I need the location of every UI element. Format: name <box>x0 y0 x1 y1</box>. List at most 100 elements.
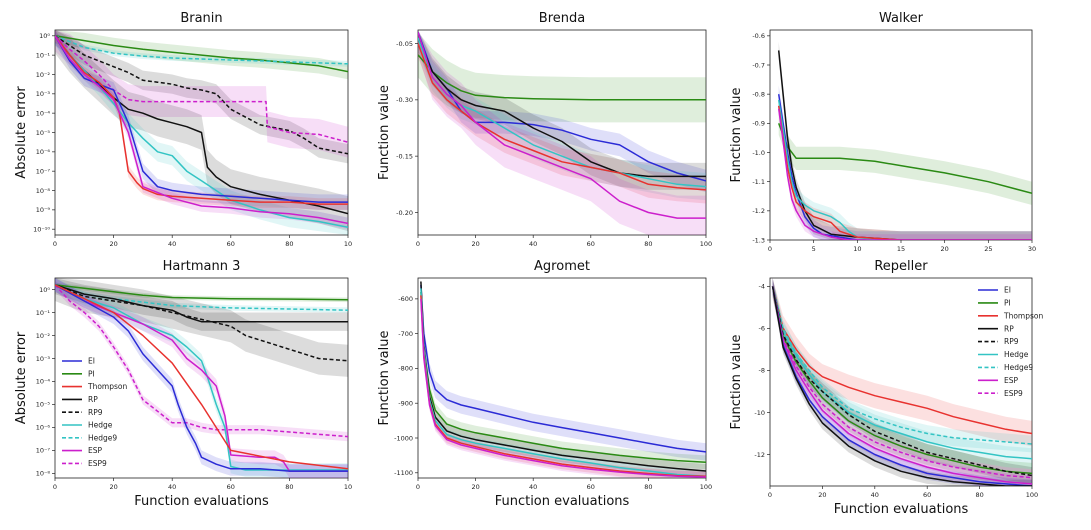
hartmann-ytick-label: 10⁰ <box>39 286 50 294</box>
legend-label-ei: EI <box>88 357 95 366</box>
legend-label-rp: RP <box>1004 324 1014 333</box>
branin-line-esp <box>55 35 348 225</box>
hartmann-series-group <box>55 278 348 478</box>
walker-line-pi <box>777 123 1032 195</box>
repeller-series-group <box>771 278 1032 486</box>
walker-xtick-label: 30 <box>1028 245 1036 253</box>
branin-ytick-label: 10⁻⁶ <box>36 148 51 156</box>
agromet-ytick-label: -1100 <box>394 469 413 477</box>
branin-line-hedge <box>55 35 348 229</box>
walker-band-esp <box>778 102 1032 240</box>
branin-ytick-label: 10⁰ <box>39 32 50 40</box>
repeller-line-pi <box>771 286 1032 475</box>
legend-label-rp9: RP9 <box>1004 337 1019 346</box>
agromet-line-esp <box>420 298 706 478</box>
hartmann-ytick-label: 10⁻⁵ <box>36 401 51 409</box>
repeller-band-ei <box>772 280 1032 486</box>
brenda-xtick-label: 80 <box>644 240 652 248</box>
branin-xtick-label: 40 <box>168 240 176 248</box>
hartmann-line-esp <box>55 284 348 472</box>
legend-label-esp9: ESP9 <box>88 459 107 468</box>
repeller-ytick-label: -8 <box>759 367 765 375</box>
repeller-line-esp <box>771 286 1032 485</box>
legend-label-hedge9: Hedge9 <box>1004 363 1033 372</box>
branin-line-esp9 <box>55 35 348 143</box>
walker-line-esp <box>777 108 1032 240</box>
legend-label-pi: PI <box>1004 299 1011 308</box>
brenda-ytick-label: -0.20 <box>396 209 413 217</box>
brenda-xtick-label: 40 <box>529 240 537 248</box>
branin-band-hedge <box>55 30 348 235</box>
hartmann-title: Hartmann 3 <box>163 259 241 274</box>
hartmann-ytick-label: 10⁻² <box>36 332 51 340</box>
brenda-ytick-label: -0.05 <box>396 40 413 48</box>
walker-ytick-label: -1.0 <box>752 149 765 157</box>
walker-ytick-label: -0.6 <box>752 32 765 40</box>
agromet-line-rp <box>420 281 706 472</box>
repeller-title: Repeller <box>874 259 928 274</box>
agromet-xtick-label: 40 <box>529 483 537 491</box>
branin-line-rp9 <box>55 35 348 155</box>
walker-xtick-label: 5 <box>812 245 816 253</box>
brenda-band-thompson <box>418 30 706 204</box>
brenda-ytick-label: -0.15 <box>396 152 413 160</box>
branin-ytick-label: 10⁻¹⁰ <box>33 225 50 233</box>
legend-label-hedge9: Hedge9 <box>88 433 117 442</box>
agromet-ylabel: Function value <box>377 331 392 426</box>
brenda-xtick-label: 0 <box>416 240 420 248</box>
walker-line-thompson <box>777 105 1032 240</box>
legend-label-rp9: RP9 <box>88 408 103 417</box>
hartmann-ytick-label: 10⁻⁴ <box>36 378 51 386</box>
brenda-xtick-label: 100 <box>700 240 712 248</box>
branin-line-hedge9 <box>55 35 348 65</box>
repeller-xtick-label: 60 <box>923 491 931 499</box>
repeller-ytick-label: -10 <box>754 409 765 417</box>
repeller-panel: Repeller Function value Function evaluatio… <box>729 259 1038 517</box>
branin-panel: Branin Absolute error 0 20 40 60 80 10 10⁰ 10⁻¹ 10… <box>14 11 352 248</box>
brenda-band-hedge <box>418 30 706 201</box>
hartmann-ytick-label: 10⁻⁷ <box>36 447 51 455</box>
walker-title: Walker <box>879 11 924 26</box>
brenda-panel: Brenda Function value 0 20 40 60 80 100 -0.05 -0.… <box>377 11 712 248</box>
brenda-line-pi <box>418 54 706 101</box>
hartmann-xtick-label: 20 <box>109 483 117 491</box>
branin-line-thompson <box>55 35 348 205</box>
legend-label-esp: ESP <box>88 446 102 455</box>
legend-label-hedge: Hedge <box>88 421 113 430</box>
hartmann-ylabel: Absolute error <box>14 331 29 424</box>
hartmann-xtick-label: 10 <box>344 483 352 491</box>
branin-title: Branin <box>180 11 222 26</box>
branin-ytick-label: 10⁻³ <box>36 90 51 98</box>
brenda-ytick-label: -0.30 <box>396 96 413 104</box>
hartmann-line-thompson <box>55 284 348 470</box>
branin-band-rp9 <box>55 30 348 164</box>
hartmann-ytick-label: 10⁻⁶ <box>36 424 51 432</box>
agromet-ytick-label: -1000 <box>394 434 413 442</box>
hartmann-ytick-label: 10⁻³ <box>36 355 51 363</box>
walker-ytick-label: -1.2 <box>752 207 765 215</box>
repeller-xtick-label: 20 <box>818 491 826 499</box>
branin-line-pi <box>55 35 348 73</box>
repeller-ytick-label: -12 <box>754 451 765 459</box>
walker-line-hedge <box>777 99 1032 240</box>
branin-ytick-label: 10⁻⁵ <box>36 129 51 137</box>
branin-ytick-label: 10⁻² <box>36 71 51 79</box>
branin-ytick-label: 10⁻⁷ <box>36 167 51 175</box>
agromet-series-group <box>420 278 706 478</box>
branin-line-rp <box>55 35 348 215</box>
walker-band-pi <box>778 111 1032 205</box>
brenda-xtick-label: 60 <box>587 240 595 248</box>
hartmann-line-esp9 <box>55 284 348 438</box>
repeller-line-ei <box>771 286 1032 486</box>
agromet-title: Agromet <box>534 259 590 274</box>
hartmann-band-hedge9 <box>55 282 348 313</box>
hartmann-band-rp <box>55 278 348 331</box>
branin-ytick-label: 10⁻⁸ <box>36 187 51 195</box>
legend-label-esp: ESP <box>1004 376 1018 385</box>
branin-xtick-label: 60 <box>227 240 235 248</box>
agromet-line-ei <box>420 284 706 453</box>
walker-xtick-label: 20 <box>941 245 949 253</box>
brenda-xtick-label: 20 <box>471 240 479 248</box>
legend-label-rp: RP <box>88 395 98 404</box>
